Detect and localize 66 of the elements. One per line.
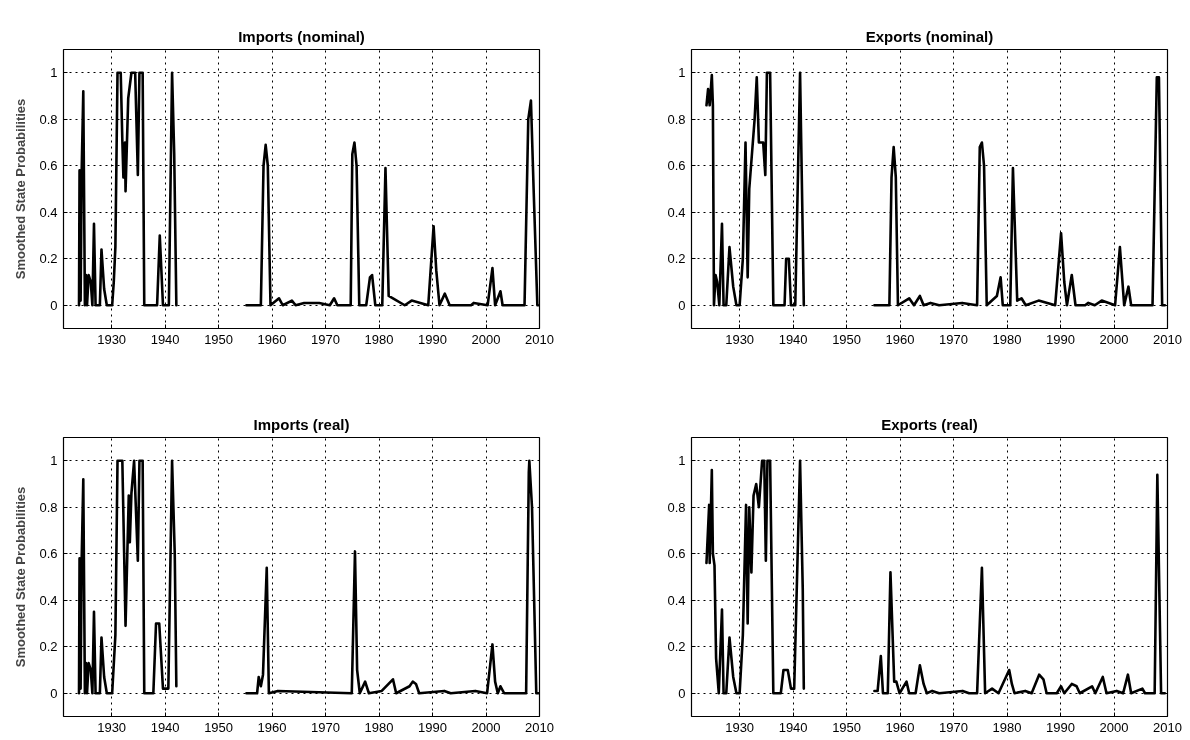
x-tick-label: 1940: [778, 719, 808, 735]
x-tick-label: 2000: [471, 331, 501, 347]
x-tick-label: 1990: [418, 331, 447, 347]
x-tick-label: 2010: [525, 719, 554, 735]
x-tick-label: 1960: [885, 331, 915, 347]
y-tick-label: 0.6: [667, 546, 686, 562]
x-tick-label: 1960: [257, 719, 287, 735]
x-tick-label: 2010: [1153, 719, 1182, 735]
chart-title: Imports (nominal): [238, 27, 365, 45]
y-axis-title: Smoothed State Probabilities: [13, 98, 29, 280]
x-tick-label: 2010: [1153, 331, 1182, 347]
x-tick-label: 1990: [1046, 719, 1075, 735]
y-tick-label: 0.4: [667, 204, 686, 220]
y-tick-label: 0.8: [667, 111, 686, 127]
y-axis-title: Smoothed State Probabilities: [13, 486, 29, 668]
y-tick-label: 0.8: [39, 499, 58, 515]
x-tick-label: 1970: [311, 719, 341, 735]
y-tick-label: 0.4: [667, 592, 686, 608]
y-tick-label: 0.6: [39, 158, 58, 174]
y-tick-label: 0.8: [39, 111, 58, 127]
y-tick-label: 0.4: [39, 592, 58, 608]
x-tick-label: 1980: [364, 331, 394, 347]
y-tick-label: 0.2: [667, 251, 686, 267]
x-tick-label: 1930: [725, 719, 755, 735]
y-tick-label: 0: [678, 297, 686, 313]
x-tick-label: 1950: [204, 331, 234, 347]
x-tick-label: 1950: [204, 719, 234, 735]
x-tick-label: 1940: [150, 719, 180, 735]
y-tick-label: 0.2: [667, 639, 686, 655]
x-tick-label: 1930: [97, 719, 127, 735]
x-tick-label: 1980: [992, 331, 1022, 347]
x-tick-label: 1930: [725, 331, 755, 347]
chart-title: Exports (real): [881, 415, 978, 433]
x-tick-label: 2000: [1099, 719, 1129, 735]
x-tick-label: 1940: [778, 331, 808, 347]
x-tick-label: 1990: [1046, 331, 1075, 347]
x-tick-label: 1950: [832, 331, 862, 347]
y-tick-label: 0.2: [39, 639, 58, 655]
chart-title: Imports (real): [253, 415, 350, 433]
y-tick-label: 1: [678, 65, 686, 81]
x-tick-label: 1980: [364, 719, 394, 735]
x-tick-label: 2000: [1099, 331, 1129, 347]
x-tick-label: 1930: [97, 331, 127, 347]
x-tick-label: 1960: [885, 719, 915, 735]
y-tick-label: 1: [50, 453, 58, 469]
y-tick-label: 0.4: [39, 204, 58, 220]
x-tick-label: 1970: [939, 331, 969, 347]
y-tick-label: 0: [50, 685, 58, 701]
x-tick-label: 1960: [257, 331, 287, 347]
y-tick-label: 0.6: [39, 546, 58, 562]
y-tick-label: 0: [678, 685, 686, 701]
y-tick-label: 0.6: [667, 158, 686, 174]
y-tick-label: 0.2: [39, 251, 58, 267]
y-tick-label: 1: [50, 65, 58, 81]
x-tick-label: 1980: [992, 719, 1022, 735]
y-tick-label: 1: [678, 453, 686, 469]
x-tick-label: 2000: [471, 719, 501, 735]
x-tick-label: 1970: [311, 331, 341, 347]
x-tick-label: 1950: [832, 719, 862, 735]
x-tick-label: 2010: [525, 331, 554, 347]
y-tick-label: 0.8: [667, 499, 686, 515]
y-tick-label: 0: [50, 297, 58, 313]
x-tick-label: 1970: [939, 719, 969, 735]
chart-title: Exports (nominal): [865, 27, 994, 45]
x-tick-label: 1940: [150, 331, 180, 347]
x-tick-label: 1990: [418, 719, 447, 735]
